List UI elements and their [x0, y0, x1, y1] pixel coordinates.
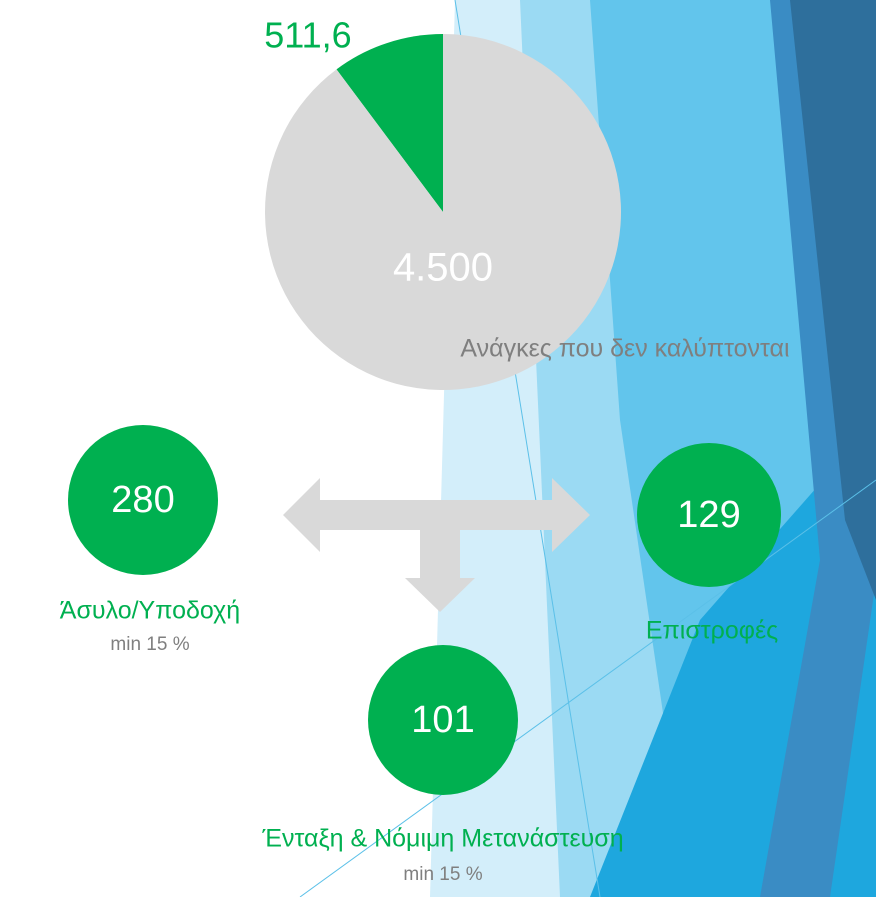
allocation-note: min 15 %: [110, 634, 189, 655]
bg-line: [299, 479, 876, 897]
slice-label: Ανάγκες που δεν καλύπτονται: [460, 335, 789, 363]
allocation-circle: [68, 425, 218, 575]
allocation-label: Επιστροφές: [646, 617, 778, 645]
pie: 511,6 4.500 Ανάγκες που δεν καλύπτονται: [264, 15, 790, 390]
allocation-circle: [368, 645, 518, 795]
bg-shape: [790, 0, 876, 600]
allocations: 280 Άσυλο/Υποδοχή min 15 % 129 Επιστροφές 101…: [60, 425, 781, 885]
allocation-circle: [637, 443, 781, 587]
pie-slice: [264, 34, 621, 390]
allocation-note: min 15 %: [403, 864, 482, 885]
slice-value-label: 4.500: [393, 246, 493, 290]
pie-slice: [336, 34, 443, 212]
allocation-label: Ένταξη & Νόμιμη Μετανάστευση: [261, 825, 623, 853]
allocation-label: Άσυλο/Υποδοχή: [60, 597, 240, 625]
slice-value-label: 511,6: [264, 15, 351, 56]
allocation-value: 129: [677, 494, 740, 536]
allocation-value: 280: [111, 479, 174, 521]
flow-arrows: [283, 478, 590, 612]
allocation-value: 101: [411, 699, 474, 741]
